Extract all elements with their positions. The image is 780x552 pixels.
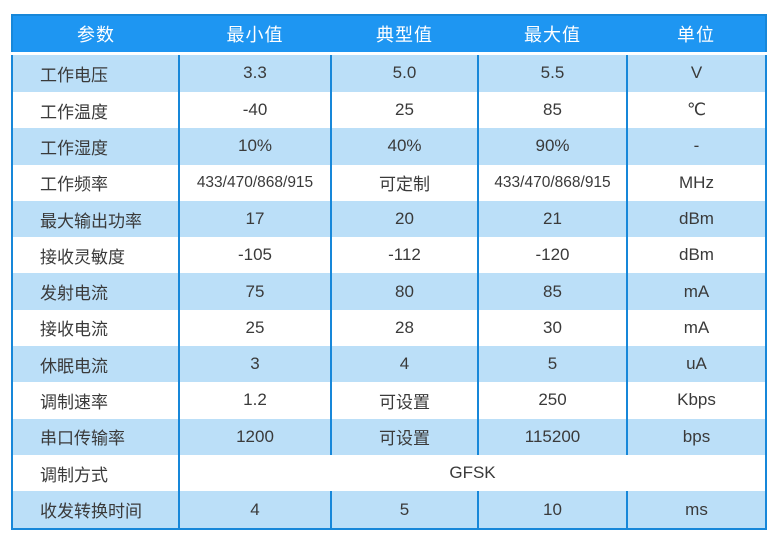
min-cell: 4 (178, 491, 331, 529)
max-cell: 250 (477, 382, 627, 419)
max-cell: 115200 (477, 418, 627, 455)
header-row: 参数 最小值 典型值 最大值 单位 (12, 15, 766, 55)
max-cell: 5 (477, 346, 627, 383)
param-cell: 发射电流 (40, 284, 108, 304)
table-row: 休眠电流 3 4 5 uA (12, 346, 766, 383)
param-cell: 工作频率 (40, 175, 108, 195)
header-max: 最大值 (478, 15, 627, 55)
table-row: 工作温度 -40 25 85 ℃ (12, 91, 766, 129)
max-cell: 433/470/868/915 (477, 164, 627, 201)
min-cell: 3.3 (178, 53, 331, 92)
typ-cell: 可设置 (330, 382, 478, 419)
typ-cell: 可设置 (330, 418, 478, 455)
typ-cell: 4 (330, 346, 478, 383)
table-row: 接收灵敏度 -105 -112 -120 dBm (12, 237, 766, 274)
unit-cell: uA (626, 346, 766, 383)
header-unit: 单位 (627, 15, 766, 55)
header-param: 参数 (12, 15, 179, 55)
table-row: 接收电流 25 28 30 mA (12, 309, 766, 347)
max-cell: 10 (477, 491, 627, 529)
table-row: 发射电流 75 80 85 mA (12, 273, 766, 310)
min-cell: 25 (178, 309, 331, 347)
min-cell: 433/470/868/915 (178, 164, 331, 201)
table-row: 串口传输率 1200 可设置 115200 bps (12, 418, 766, 455)
typ-cell: 5.0 (330, 53, 478, 92)
typ-cell: 40% (330, 128, 478, 165)
min-cell: -105 (178, 237, 331, 274)
min-cell: 17 (178, 200, 331, 238)
max-cell: -120 (477, 237, 627, 274)
unit-cell: Kbps (626, 382, 766, 419)
max-cell: 30 (477, 309, 627, 347)
table-row: 工作湿度 10% 40% 90% - (12, 128, 766, 165)
min-cell: 1.2 (178, 382, 331, 419)
unit-cell: dBm (626, 200, 766, 238)
unit-cell: MHz (626, 164, 766, 201)
spec-table: 参数 最小值 典型值 最大值 单位 工作电压 3.3 5.0 5.5 V 工作温… (11, 14, 767, 530)
unit-cell: bps (626, 418, 766, 455)
param-cell: 串口传输率 (40, 429, 125, 449)
min-cell: 10% (178, 128, 331, 165)
table-row: 最大输出功率 17 20 21 dBm (12, 200, 766, 238)
typ-cell: 25 (330, 91, 478, 129)
param-cell: 工作电压 (40, 65, 108, 85)
param-cell: 工作湿度 (40, 138, 108, 158)
min-cell: 75 (178, 273, 331, 310)
unit-cell: mA (626, 273, 766, 310)
header-typ: 典型值 (331, 15, 478, 55)
typ-cell: -112 (330, 237, 478, 274)
table-row: 收发转换时间 4 5 10 ms (12, 491, 766, 529)
max-cell: 21 (477, 200, 627, 238)
param-cell: 接收电流 (40, 320, 108, 340)
typ-cell: 可定制 (330, 164, 478, 201)
param-cell: 休眠电流 (40, 356, 108, 376)
max-cell: 5.5 (477, 53, 627, 92)
unit-cell: - (626, 128, 766, 165)
unit-cell: ms (626, 491, 766, 529)
typ-cell: 80 (330, 273, 478, 310)
param-cell: 最大输出功率 (40, 211, 142, 231)
typ-cell: 28 (330, 309, 478, 347)
param-cell: 收发转换时间 (40, 502, 142, 522)
typ-cell: 5 (330, 491, 478, 529)
table-row-merged: 调制方式 GFSK (12, 454, 766, 492)
max-cell: 85 (477, 91, 627, 129)
param-cell: 工作温度 (40, 102, 108, 122)
header-min: 最小值 (179, 15, 331, 55)
min-cell: -40 (178, 91, 331, 129)
max-cell: 85 (477, 273, 627, 310)
merged-value-cell: GFSK (178, 454, 766, 492)
param-cell: 接收灵敏度 (40, 247, 125, 267)
min-cell: 3 (178, 346, 331, 383)
max-cell: 90% (477, 128, 627, 165)
unit-cell: ℃ (626, 91, 766, 129)
unit-cell: V (626, 53, 766, 92)
table-row: 调制速率 1.2 可设置 250 Kbps (12, 382, 766, 419)
table-row: 工作频率 433/470/868/915 可定制 433/470/868/915… (12, 164, 766, 201)
unit-cell: dBm (626, 237, 766, 274)
min-cell: 1200 (178, 418, 331, 455)
typ-cell: 20 (330, 200, 478, 238)
param-cell: 调制速率 (40, 392, 108, 412)
table-row: 工作电压 3.3 5.0 5.5 V (12, 53, 766, 92)
param-cell: 调制方式 (40, 465, 108, 485)
unit-cell: mA (626, 309, 766, 347)
